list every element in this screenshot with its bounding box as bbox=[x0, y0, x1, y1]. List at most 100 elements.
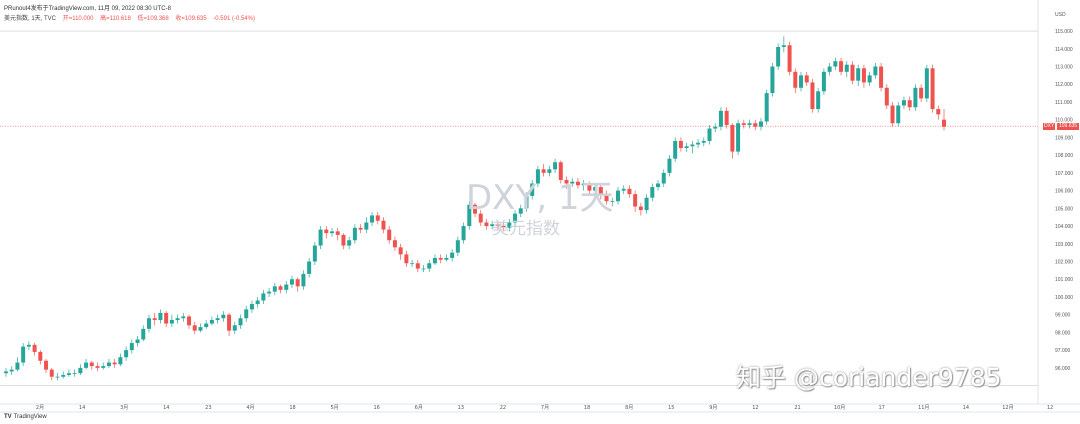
candle-body bbox=[604, 194, 609, 202]
candle-body bbox=[164, 312, 169, 324]
candle-body bbox=[32, 344, 37, 352]
y-tick-label: 106.000 bbox=[1055, 189, 1073, 195]
candle-body bbox=[101, 366, 106, 368]
candle-body bbox=[507, 222, 512, 228]
candle-body bbox=[295, 279, 300, 287]
candle-body bbox=[324, 229, 329, 234]
x-tick-label: 18 bbox=[289, 405, 295, 411]
x-tick-label: 14 bbox=[163, 405, 169, 411]
candle-body bbox=[72, 373, 77, 374]
candle-body bbox=[432, 257, 437, 264]
candle-body bbox=[730, 125, 735, 152]
candle-body bbox=[66, 373, 71, 375]
x-tick-label: 2月 bbox=[36, 405, 44, 411]
candle-body bbox=[593, 187, 598, 191]
candle-body bbox=[301, 273, 306, 287]
candle-body bbox=[118, 357, 123, 365]
x-tick-label: 3月 bbox=[120, 405, 128, 411]
candle-body bbox=[49, 369, 54, 377]
candle-body bbox=[764, 93, 769, 122]
legend-symbol-name: 美元指数, 1天, TVC bbox=[4, 16, 57, 22]
y-tick-label: 105.000 bbox=[1055, 206, 1073, 212]
y-tick-label: 96.000 bbox=[1055, 366, 1071, 372]
candle-body bbox=[810, 82, 815, 110]
candle-body bbox=[284, 284, 289, 290]
candle-body bbox=[278, 286, 283, 290]
tradingview-logo[interactable]: TV TradingView bbox=[4, 414, 47, 420]
candle-body bbox=[570, 181, 575, 184]
candle-body bbox=[255, 300, 260, 305]
candle-body bbox=[135, 339, 140, 344]
y-tick-label: 103.000 bbox=[1055, 242, 1073, 248]
candle-body bbox=[907, 100, 912, 108]
candle-body bbox=[701, 140, 706, 143]
tradingview-logo-text: TradingView bbox=[13, 414, 47, 420]
candle-body bbox=[524, 195, 529, 209]
symbol-watermark: DXY, 1天 bbox=[466, 178, 614, 218]
candle-body bbox=[490, 224, 495, 227]
x-tick-label: 12月 bbox=[1002, 405, 1013, 411]
tradingview-logo-icon: TV bbox=[4, 414, 12, 420]
candle-body bbox=[370, 215, 375, 223]
candle-body bbox=[621, 188, 626, 191]
candle-body bbox=[884, 87, 889, 106]
x-tick-label: 18 bbox=[584, 405, 590, 411]
y-axis-currency-label: USD bbox=[1055, 12, 1066, 18]
x-tick-label: 15 bbox=[668, 405, 674, 411]
candle-body bbox=[249, 304, 254, 310]
candle-body bbox=[696, 142, 701, 145]
symbol-name-watermark: 美元指数 bbox=[492, 219, 560, 239]
candle-body bbox=[192, 325, 197, 331]
candle-body bbox=[941, 119, 947, 127]
candle-body bbox=[581, 183, 586, 186]
y-tick-label: 102.000 bbox=[1055, 260, 1073, 266]
candle-body bbox=[227, 314, 232, 331]
candle-body bbox=[129, 343, 134, 351]
y-tick-label: 104.000 bbox=[1055, 224, 1073, 230]
x-tick-label: 9月 bbox=[709, 405, 717, 411]
candle-body bbox=[112, 362, 117, 365]
candle-body bbox=[410, 263, 415, 265]
x-tick-label: 6月 bbox=[415, 405, 423, 411]
candle-body bbox=[421, 268, 426, 270]
candle-body bbox=[896, 105, 901, 124]
candle-body bbox=[913, 87, 918, 108]
candle-body bbox=[844, 64, 849, 72]
candle-body bbox=[318, 229, 323, 246]
candle-body bbox=[478, 213, 483, 223]
candle-body bbox=[736, 123, 741, 152]
candle-body bbox=[312, 245, 317, 262]
published-info: PRunout4发布于TradingView.com, 11月 09, 2022… bbox=[4, 6, 171, 12]
x-tick-label: 4月 bbox=[246, 405, 254, 411]
y-tick-label: 98.000 bbox=[1055, 330, 1071, 336]
candle-body bbox=[84, 362, 89, 368]
candle-body bbox=[804, 75, 809, 83]
candle-body bbox=[427, 263, 432, 269]
candle-body bbox=[141, 328, 146, 340]
author-watermark: 知乎 @coriander9785 bbox=[736, 363, 1002, 392]
candle-body bbox=[272, 286, 277, 292]
candle-body bbox=[152, 318, 157, 320]
candle-body bbox=[415, 263, 420, 269]
candle-body bbox=[776, 47, 781, 67]
candle-body bbox=[438, 257, 443, 260]
candle-body bbox=[558, 162, 563, 180]
candle-body bbox=[467, 204, 472, 227]
candle-body bbox=[627, 188, 632, 195]
candle-body bbox=[867, 75, 872, 83]
candle-body bbox=[455, 240, 460, 253]
y-tick-label: 115.000 bbox=[1055, 29, 1073, 35]
y-tick-label: 113.000 bbox=[1055, 65, 1073, 71]
x-tick-label: 22 bbox=[500, 405, 506, 411]
candle-body bbox=[124, 350, 129, 358]
candle-body bbox=[873, 66, 878, 76]
candle-body bbox=[930, 68, 935, 110]
candle-body bbox=[187, 316, 192, 326]
candle-body bbox=[364, 222, 369, 230]
x-tick-label: 10月 bbox=[834, 405, 845, 411]
x-tick-label: 8月 bbox=[625, 405, 633, 411]
candle-body bbox=[238, 318, 243, 326]
candle-body bbox=[553, 162, 558, 170]
candle-body bbox=[530, 183, 535, 196]
candle-body bbox=[856, 68, 861, 81]
